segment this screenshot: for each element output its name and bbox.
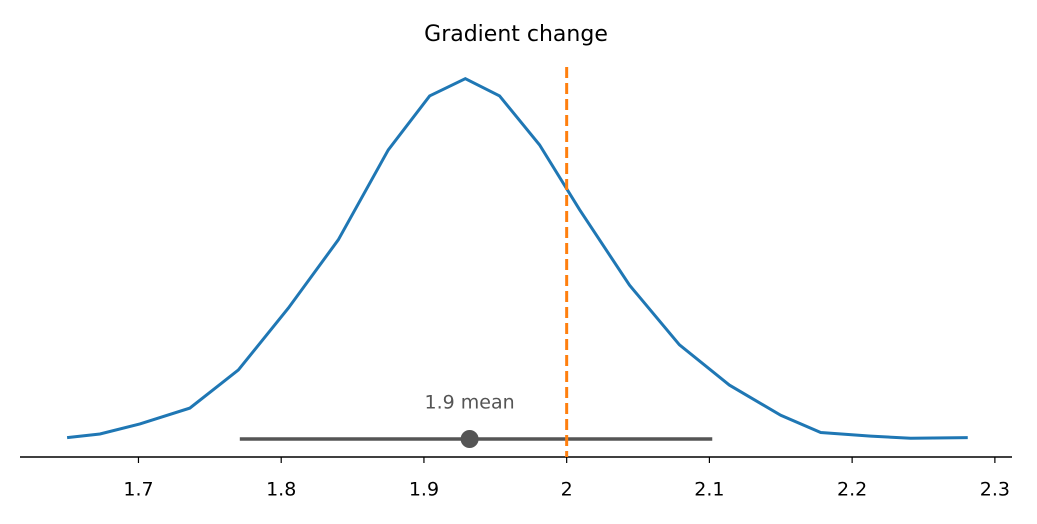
density-line bbox=[66, 77, 968, 440]
x-tick-label: 1.8 bbox=[266, 479, 296, 501]
x-tick-label: 2 bbox=[561, 479, 573, 501]
chart-title: Gradient change bbox=[424, 22, 608, 47]
mean-label: 1.9 mean bbox=[425, 392, 515, 414]
x-tick-label: 1.9 bbox=[409, 479, 439, 501]
x-tick-label: 2.1 bbox=[694, 479, 724, 501]
x-tick-label: 2.2 bbox=[837, 479, 867, 501]
mean-point bbox=[460, 430, 479, 448]
x-tick-label: 1.7 bbox=[123, 479, 153, 501]
x-tick-label: 2.3 bbox=[980, 479, 1010, 501]
